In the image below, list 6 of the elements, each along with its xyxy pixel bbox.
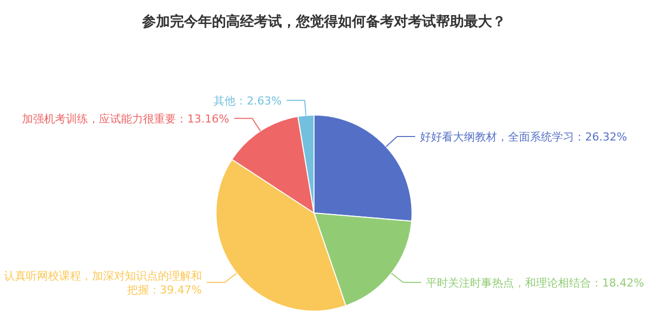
slice-label: 平时关注时事热点，和理论相结合：18.42% [426, 276, 644, 290]
slice-label: 好好看大纲教材，全面系统学习：26.32% [420, 130, 628, 144]
slice-label: 认真听网校课程，加深对知识点的理解和把握：39.47% [4, 269, 202, 296]
slice-label: 加强机考训练，应试能力很重要：13.16% [22, 112, 230, 126]
chart-title: 参加完今年的高经考试，您觉得如何备考对考试帮助最大？ [141, 13, 506, 30]
slice-label: 其他：2.63% [214, 94, 282, 108]
